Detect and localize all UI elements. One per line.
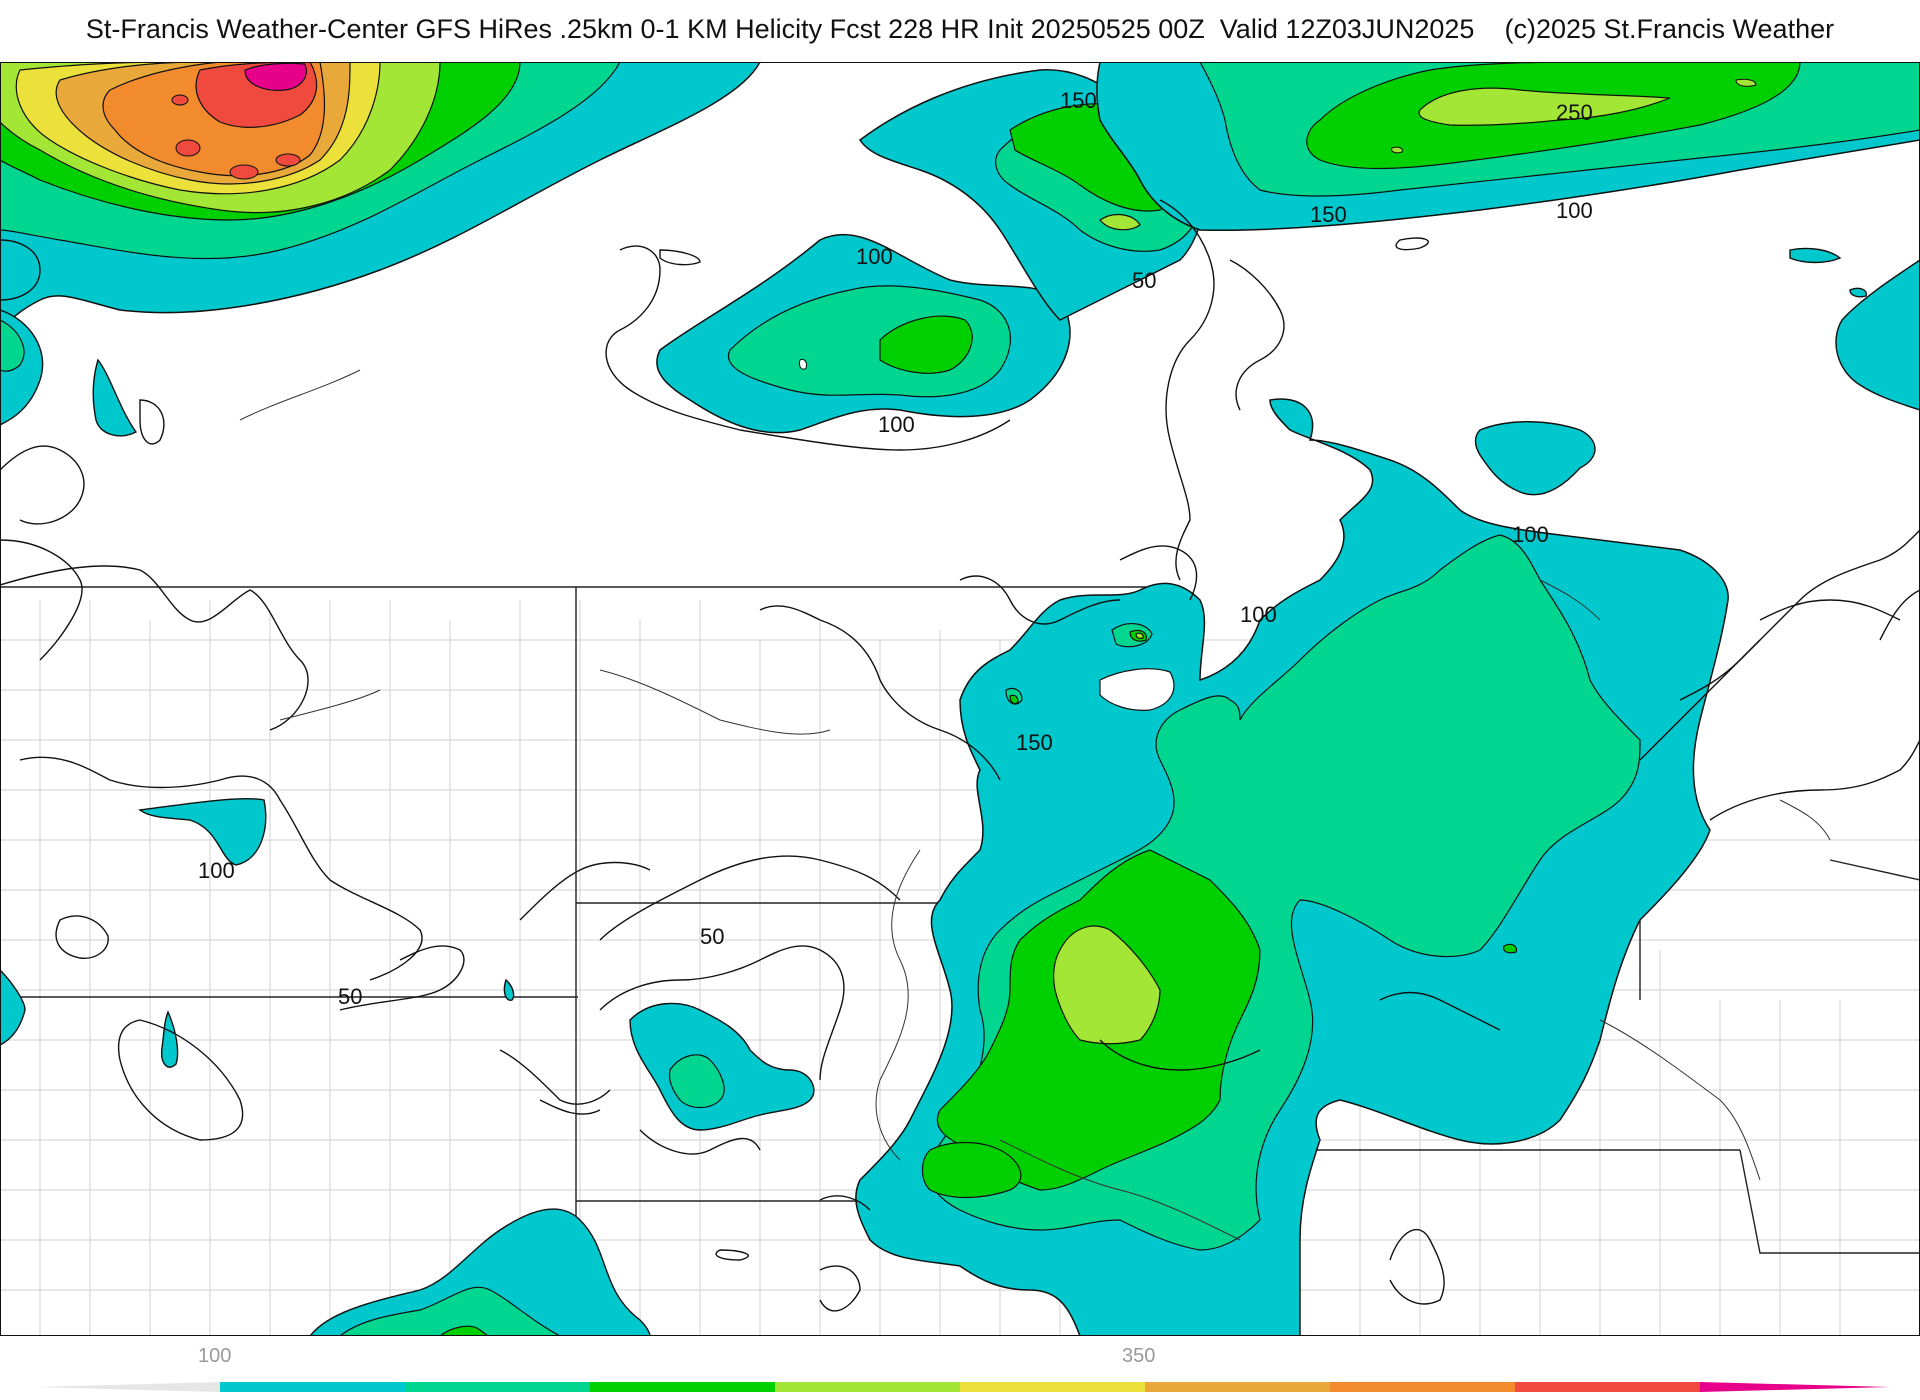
- contour-label-100-ne: 100: [1556, 198, 1593, 223]
- colorbar-segment-5: [1145, 1382, 1330, 1392]
- colorbar-segment-6: [1330, 1382, 1515, 1392]
- colorbar-segment-2: [590, 1382, 775, 1392]
- contour-label-150-top: 150: [1060, 88, 1097, 113]
- colorbar-tick-350: 350: [1122, 1345, 1155, 1367]
- colorbar: 100 350: [35, 1345, 1890, 1392]
- colorbar-segments: [35, 1382, 1890, 1392]
- map-title: St-Francis Weather-Center GFS HiRes .25k…: [85, 14, 1835, 44]
- contour-label-150-n: 150: [1310, 202, 1347, 227]
- colorbar-tick-100: 100: [198, 1345, 231, 1367]
- region-sw-100: [309, 1208, 651, 1336]
- contour-label-50-west: 50: [338, 984, 362, 1009]
- colorbar-segment-8: [1700, 1382, 1890, 1392]
- contour-label-250: 250: [1556, 100, 1593, 125]
- contour-label-50-n: 50: [1132, 268, 1156, 293]
- colorbar-segment-1: [405, 1382, 590, 1392]
- contour-label-100-west: 100: [198, 858, 235, 883]
- helicity-map: 150 250 100 150 100 50 100 100 100 150 1…: [0, 62, 1920, 1336]
- contour-label-100-lakes: 100: [1512, 522, 1549, 547]
- contour-label-100-nw: 100: [856, 244, 893, 269]
- colorbar-segment-3: [775, 1382, 960, 1392]
- contour-lines: [0, 199, 1920, 1312]
- rivers: [239, 369, 1831, 1241]
- contour-label-100-mid: 100: [878, 412, 915, 437]
- colorbar-segment-7: [1515, 1382, 1700, 1392]
- region-nw-500: [244, 62, 307, 91]
- region-main-250: [1053, 925, 1161, 1045]
- colorbar-arrow-left: [35, 1382, 220, 1392]
- contour-label-150-center: 150: [1016, 730, 1053, 755]
- region-ne-band-250: [1418, 87, 1671, 126]
- colorbar-segment-0: [220, 1382, 405, 1392]
- contour-label-50-center: 50: [700, 924, 724, 949]
- region-central-100: [629, 1002, 815, 1131]
- contour-label-100-center: 100: [1240, 602, 1277, 627]
- colorbar-segment-4: [960, 1382, 1145, 1392]
- contour-labels: 150 250 100 150 100 50 100 100 100 150 1…: [198, 88, 1593, 1009]
